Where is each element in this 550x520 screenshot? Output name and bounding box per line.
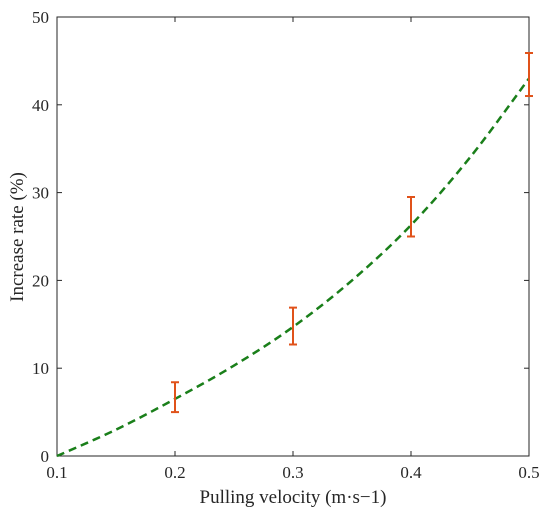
plot-frame bbox=[56, 16, 530, 457]
y-tick-label: 40 bbox=[32, 96, 49, 115]
y-tick-label: 0 bbox=[41, 447, 50, 466]
y-tick-label: 30 bbox=[32, 184, 49, 203]
error-bar bbox=[289, 306, 297, 346]
error-bar bbox=[407, 195, 415, 238]
fit-curve-line bbox=[56, 77, 531, 458]
x-tick-label: 0.3 bbox=[282, 463, 303, 482]
y-tick-label: 10 bbox=[32, 359, 49, 378]
y-axis-ticks: 0 10 20 30 40 50 bbox=[32, 8, 529, 466]
error-bar bbox=[525, 51, 533, 98]
x-tick-label: 0.2 bbox=[164, 463, 185, 482]
y-axis-title: Increase rate (%) bbox=[7, 172, 28, 302]
y-tick-label: 50 bbox=[32, 8, 49, 27]
x-tick-label: 0.1 bbox=[46, 463, 67, 482]
x-tick-label: 0.5 bbox=[518, 463, 539, 482]
y-tick-label: 20 bbox=[32, 271, 49, 290]
x-tick-label: 0.4 bbox=[400, 463, 422, 482]
error-bars bbox=[171, 51, 533, 414]
x-axis-ticks: 0.1 0.2 0.3 0.4 0.5 bbox=[46, 17, 540, 482]
x-axis-title: Pulling velocity (m·s−1) bbox=[200, 487, 387, 508]
error-bar bbox=[171, 381, 179, 414]
